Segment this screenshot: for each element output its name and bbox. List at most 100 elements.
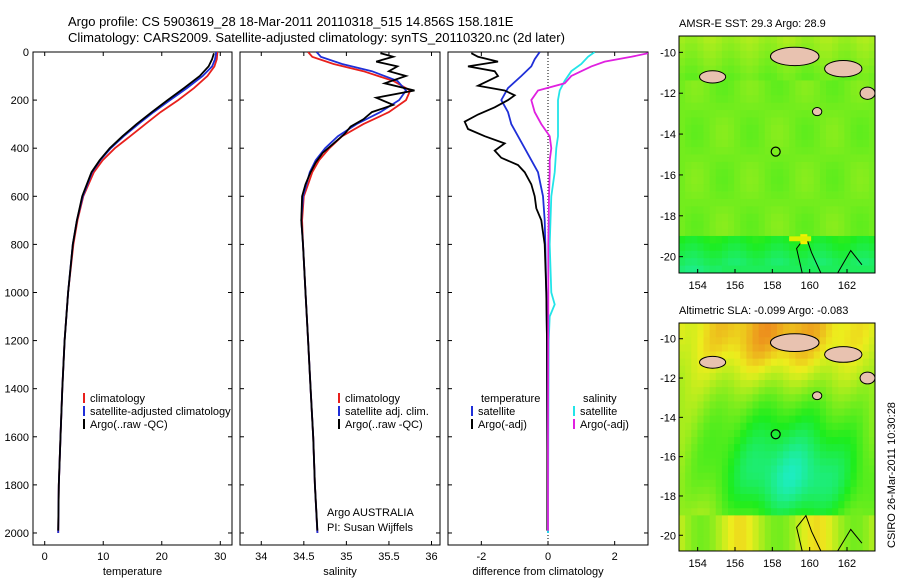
map-cell [789, 102, 796, 111]
map-cell [703, 458, 711, 466]
map-cell [715, 250, 723, 259]
map-cell [679, 408, 686, 417]
map-cell [746, 408, 753, 417]
map-cell [856, 472, 864, 481]
map-cell [758, 344, 766, 352]
map-cell [685, 437, 692, 445]
map-cell [764, 176, 772, 185]
map-cell [685, 221, 692, 229]
map-cell [777, 536, 784, 545]
map-cell [789, 408, 796, 417]
map-cell [752, 250, 760, 259]
map-cell [709, 444, 717, 452]
map-cell [721, 515, 729, 523]
map-cell [777, 213, 784, 222]
map-cell [734, 387, 741, 395]
map-cell [832, 501, 839, 509]
map-cell [807, 250, 815, 259]
map-cell [734, 501, 741, 509]
map-cell [691, 250, 698, 259]
map-cell [746, 124, 753, 133]
map-cell [740, 250, 747, 259]
map-cell [862, 486, 870, 495]
map-cell [789, 458, 796, 466]
map-cell [832, 110, 839, 118]
map-cell [752, 58, 760, 67]
map-cell [826, 50, 833, 59]
map-cell [691, 529, 698, 538]
map-cell [832, 50, 839, 59]
map-cell [752, 501, 760, 509]
map-cell [709, 43, 717, 52]
map-cell [770, 372, 778, 381]
map-cell [734, 479, 741, 488]
map-cell [862, 221, 870, 229]
map-cell [832, 206, 839, 215]
map-cell [813, 228, 821, 237]
salinity-profile-xlabel: salinity [323, 566, 357, 578]
map-cell [752, 198, 760, 207]
map-cell [813, 198, 821, 207]
map-cell [783, 494, 790, 502]
map-cell [728, 486, 735, 495]
map-cell [789, 139, 796, 148]
map-cell [691, 80, 698, 89]
map-cell [826, 522, 833, 531]
map-cell [740, 258, 747, 266]
map-cell [832, 198, 839, 207]
map-cell [868, 73, 876, 81]
map-cell [715, 213, 723, 222]
map-cell [801, 87, 809, 96]
map-y-tick-label: -20 [660, 530, 676, 542]
map-cell [795, 132, 802, 141]
map-cell [697, 515, 704, 523]
map-cell [807, 494, 815, 502]
map-cell [734, 124, 741, 133]
map-cell [862, 198, 870, 207]
x-tick-label: 30 [214, 551, 226, 563]
map-cell [679, 486, 686, 495]
map-cell [844, 508, 851, 516]
map-cell [777, 323, 784, 331]
map-cell [752, 408, 760, 417]
map-cell [679, 87, 686, 96]
map-cell [758, 472, 766, 481]
map-cell [850, 36, 858, 44]
map-cell [813, 501, 821, 509]
map-cell [728, 110, 735, 118]
map-cell [740, 110, 747, 118]
map-cell [838, 465, 845, 474]
map-cell [697, 458, 704, 466]
map-cell [819, 243, 827, 252]
map-cell [819, 235, 827, 244]
map-cell [813, 422, 821, 431]
map-y-tick-label: -16 [660, 170, 676, 182]
map-cell [679, 65, 686, 74]
series-line-temperature-argo-adj- [463, 52, 549, 531]
map-cell [856, 344, 864, 352]
map-cell [685, 110, 692, 118]
map-cell [715, 87, 723, 96]
map-cell [703, 139, 711, 148]
map-cell [728, 50, 735, 59]
map-y-tick-label: -14 [660, 129, 676, 141]
map-cell [752, 515, 760, 523]
y-tick-label: 0 [23, 47, 29, 59]
map-cell [850, 147, 858, 155]
map-cell [721, 458, 729, 466]
map-cell [819, 323, 827, 331]
map-cell [777, 358, 784, 367]
map-cell [691, 58, 698, 67]
map-cell [838, 154, 845, 163]
map-cell [721, 235, 729, 244]
map-cell [862, 494, 870, 502]
map-cell [697, 394, 704, 402]
map-cell [850, 394, 858, 402]
map-x-tick-label: 162 [838, 558, 856, 570]
map-cell [758, 501, 766, 509]
map-cell [679, 515, 686, 523]
map-cell [752, 351, 760, 360]
map-cell [703, 117, 711, 126]
map-cell [691, 522, 698, 531]
map-cell [752, 36, 760, 44]
